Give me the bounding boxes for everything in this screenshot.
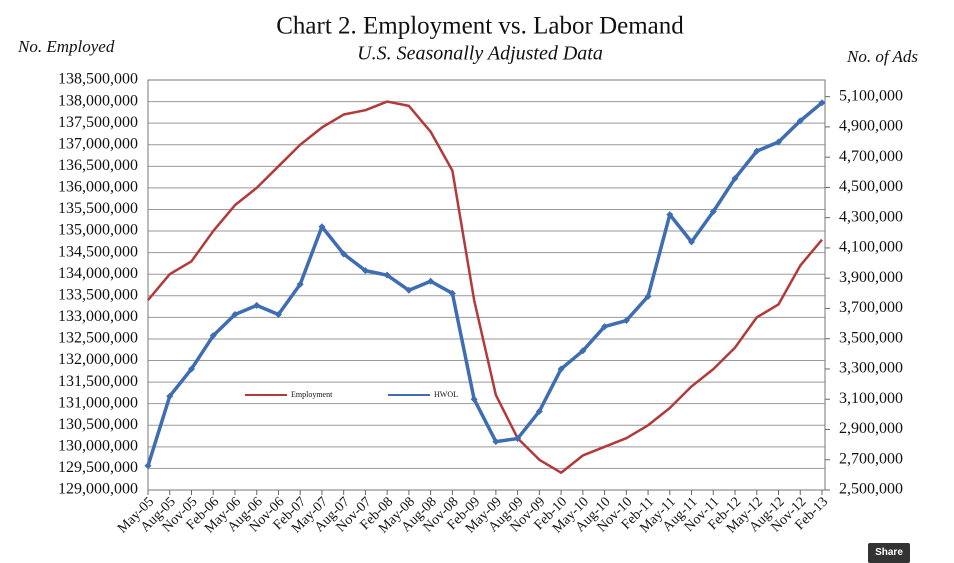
y2-tick-label: 4,900,000 [839, 118, 903, 135]
y2-tick-label: 3,300,000 [839, 360, 903, 377]
marker [448, 289, 456, 297]
marker [144, 462, 152, 470]
y-tick-label: 138,500,000 [58, 71, 138, 88]
marker [622, 317, 630, 325]
series-line [146, 101, 824, 467]
chart-subtitle: U.S. Seasonally Adjusted Data [357, 43, 603, 65]
marker [166, 392, 174, 400]
y-tick-label: 137,500,000 [58, 114, 138, 131]
marker [318, 223, 326, 231]
y2-axis-label: No. of Ads [846, 47, 918, 66]
y-tick-label: 133,500,000 [58, 286, 138, 303]
marker [514, 435, 522, 443]
y2-tick-label: 2,500,000 [839, 481, 903, 498]
marker [274, 311, 282, 319]
marker [340, 250, 348, 258]
y2-tick-label: 2,700,000 [839, 450, 903, 467]
y2-tick-label: 4,700,000 [839, 148, 903, 165]
y2-tick-label: 3,700,000 [839, 299, 903, 316]
y-tick-label: 136,000,000 [58, 179, 138, 196]
series-line [147, 100, 823, 474]
y-tick-label: 136,500,000 [58, 157, 138, 174]
marker [753, 147, 761, 155]
marker [601, 323, 609, 331]
marker [405, 286, 413, 294]
y-tick-label: 135,500,000 [58, 200, 138, 217]
y-tick-label: 134,000,000 [58, 265, 138, 282]
marker [296, 280, 304, 288]
marker [253, 301, 261, 309]
marker [231, 311, 239, 319]
marker [470, 395, 478, 403]
y-tick-label: 129,500,000 [58, 459, 138, 476]
marker [644, 292, 652, 300]
y-tick-label: 131,000,000 [58, 394, 138, 411]
y-axis-label: No. Employed [17, 37, 115, 56]
marker [492, 438, 500, 446]
y-tick-label: 132,000,000 [58, 351, 138, 368]
y2-tick-label: 3,900,000 [839, 269, 903, 286]
marker [688, 238, 696, 246]
marker [187, 365, 195, 373]
marker [796, 117, 804, 125]
y-tick-label: 130,500,000 [58, 416, 138, 433]
y2-tick-label: 5,100,000 [839, 87, 903, 104]
y2-tick-label: 4,500,000 [839, 178, 903, 195]
plot-border [147, 79, 826, 491]
y-tick-label: 130,000,000 [58, 438, 138, 455]
y-tick-label: 129,000,000 [58, 481, 138, 498]
y-tick-label: 131,500,000 [58, 373, 138, 390]
marker [383, 271, 391, 279]
marker [535, 407, 543, 415]
marker [709, 208, 717, 216]
marker [666, 211, 674, 219]
y-tick-label: 133,000,000 [58, 308, 138, 325]
y-tick-label: 138,000,000 [58, 92, 138, 109]
y2-tick-label: 3,500,000 [839, 329, 903, 346]
y-tick-label: 132,500,000 [58, 330, 138, 347]
marker [731, 174, 739, 182]
y2-tick-label: 4,300,000 [839, 208, 903, 225]
chart-title: Chart 2. Employment vs. Labor Demand [276, 13, 684, 40]
legend-label: Employment [291, 390, 333, 399]
marker [557, 365, 565, 373]
y2-tick-label: 4,100,000 [839, 239, 903, 256]
marker [818, 99, 826, 107]
legend-label: HWOL [434, 390, 458, 399]
y-tick-label: 134,500,000 [58, 243, 138, 260]
y2-tick-label: 2,900,000 [839, 420, 903, 437]
marker [427, 277, 435, 285]
y2-tick-label: 3,100,000 [839, 390, 903, 407]
marker [209, 332, 217, 340]
marker [579, 347, 587, 355]
marker [775, 138, 783, 146]
y-tick-label: 137,000,000 [58, 135, 138, 152]
share-button[interactable]: Share [868, 543, 910, 563]
y-tick-label: 135,000,000 [58, 222, 138, 239]
marker [361, 267, 369, 275]
